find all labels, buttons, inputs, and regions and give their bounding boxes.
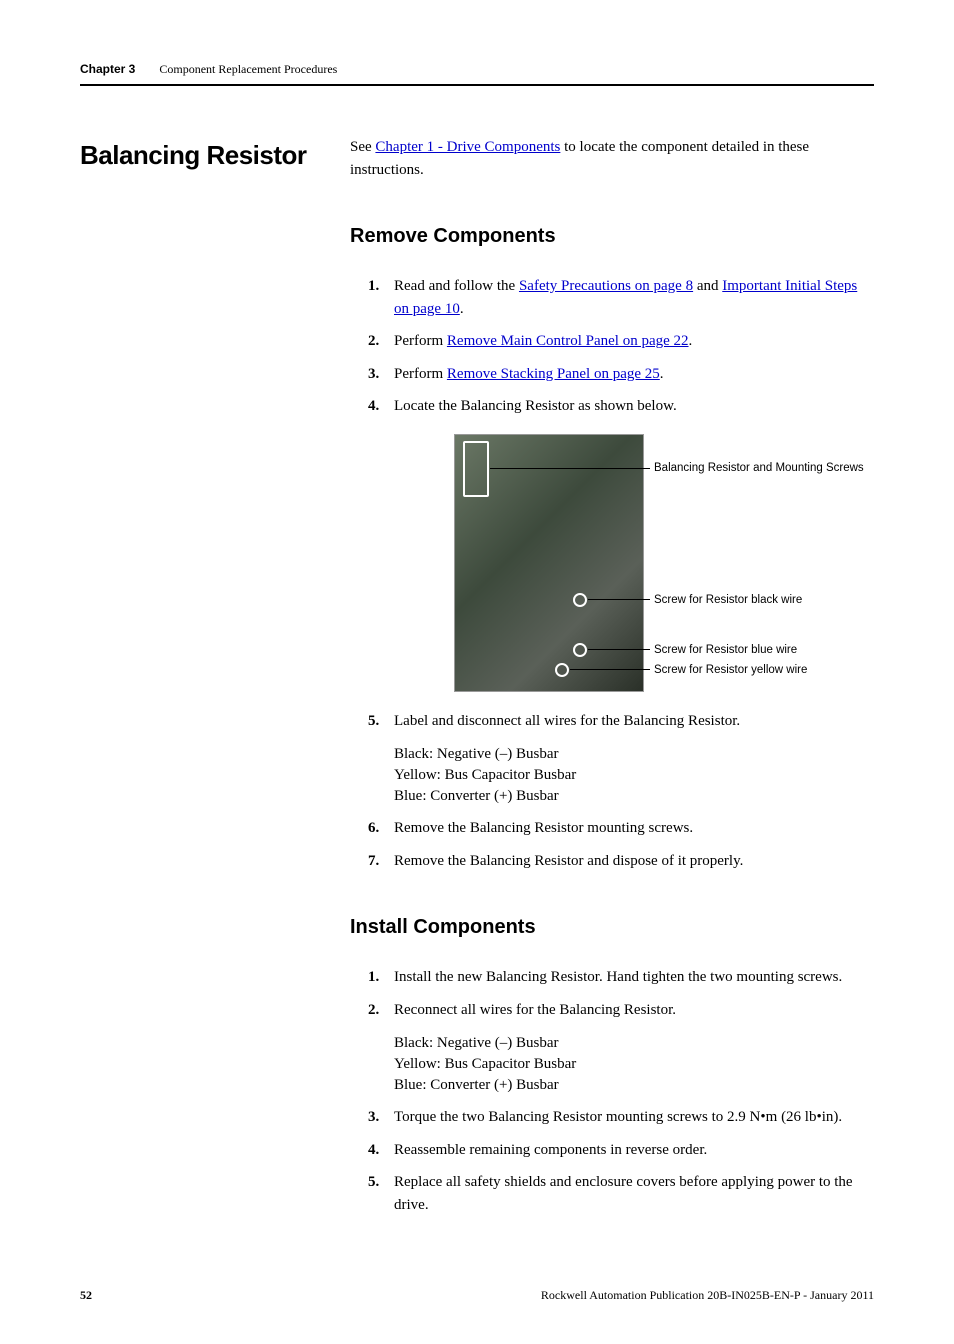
label-line-1 [490,468,650,469]
install-step-5: Replace all safety shields and enclosure… [374,1171,874,1216]
install-heading: Install Components [350,912,874,942]
wire-list-remove: Black: Negative (–) Busbar Yellow: Bus C… [394,744,874,807]
page-header: Chapter 3 Component Replacement Procedur… [80,60,874,86]
diagram-label-3: Screw for Resistor blue wire [654,642,797,659]
label-line-4 [570,669,650,670]
install-step-3: Torque the two Balancing Resistor mounti… [374,1106,874,1129]
screw-mark-yellow [555,663,569,677]
label-line-2 [588,599,650,600]
wire-list-install: Black: Negative (–) Busbar Yellow: Bus C… [394,1033,874,1096]
main-content: Balancing Resistor See Chapter 1 - Drive… [80,136,874,1226]
chapter-title: Component Replacement Procedures [159,60,337,78]
intro-paragraph: See Chapter 1 - Drive Components to loca… [350,136,874,181]
remove-step-3: Perform Remove Stacking Panel on page 25… [374,363,874,386]
diagram-label-1: Balancing Resistor and Mounting Screws [654,460,864,477]
remove-steps-list: Read and follow the Safety Precautions o… [350,275,874,872]
component-diagram: Balancing Resistor and Mounting Screws S… [454,434,874,694]
link-remove-stacking[interactable]: Remove Stacking Panel on page 25 [447,366,660,382]
label-line-3 [588,649,650,650]
install-step-1: Install the new Balancing Resistor. Hand… [374,966,874,989]
remove-step-7: Remove the Balancing Resistor and dispos… [374,850,874,873]
section-title: Balancing Resistor [80,136,350,175]
link-remove-main-control[interactable]: Remove Main Control Panel on page 22 [447,333,689,349]
intro-link[interactable]: Chapter 1 - Drive Components [375,139,560,155]
screw-mark-blue [573,643,587,657]
diagram-label-4: Screw for Resistor yellow wire [654,662,807,679]
install-steps-list: Install the new Balancing Resistor. Hand… [350,966,874,1216]
link-safety-precautions[interactable]: Safety Precautions on page 8 [519,278,693,294]
resistor-highlight-box [463,441,489,497]
install-step-2: Reconnect all wires for the Balancing Re… [374,999,874,1097]
page-footer: 52 Rockwell Automation Publication 20B-I… [80,1286,874,1304]
body-column: See Chapter 1 - Drive Components to loca… [350,136,874,1226]
remove-step-1: Read and follow the Safety Precautions o… [374,275,874,320]
left-margin-column: Balancing Resistor [80,136,350,175]
intro-pre: See [350,139,375,155]
screw-mark-black [573,593,587,607]
diagram-photo [454,434,644,692]
publication-info: Rockwell Automation Publication 20B-IN02… [541,1286,874,1304]
diagram-label-2: Screw for Resistor black wire [654,592,802,609]
page-number: 52 [80,1286,92,1304]
remove-heading: Remove Components [350,221,874,251]
install-step-4: Reassemble remaining components in rever… [374,1139,874,1162]
chapter-number: Chapter 3 [80,60,135,78]
remove-step-2: Perform Remove Main Control Panel on pag… [374,330,874,353]
remove-step-5: Label and disconnect all wires for the B… [374,710,874,808]
remove-step-6: Remove the Balancing Resistor mounting s… [374,817,874,840]
remove-step-4: Locate the Balancing Resistor as shown b… [374,395,874,694]
